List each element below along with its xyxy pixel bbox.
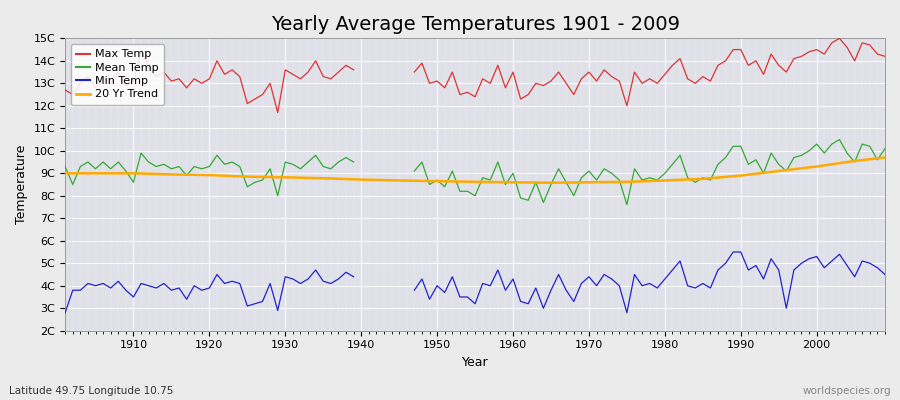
Text: Latitude 49.75 Longitude 10.75: Latitude 49.75 Longitude 10.75 bbox=[9, 386, 174, 396]
X-axis label: Year: Year bbox=[462, 356, 489, 369]
Y-axis label: Temperature: Temperature bbox=[15, 145, 28, 224]
Legend: Max Temp, Mean Temp, Min Temp, 20 Yr Trend: Max Temp, Mean Temp, Min Temp, 20 Yr Tre… bbox=[71, 44, 165, 105]
Text: worldspecies.org: worldspecies.org bbox=[803, 386, 891, 396]
Title: Yearly Average Temperatures 1901 - 2009: Yearly Average Temperatures 1901 - 2009 bbox=[271, 15, 680, 34]
